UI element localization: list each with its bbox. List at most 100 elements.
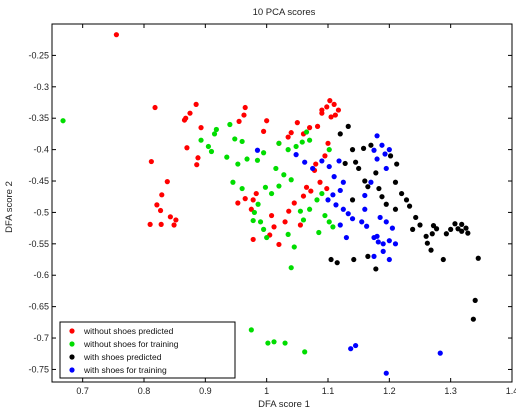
data-point (326, 147, 332, 153)
data-point (392, 206, 399, 212)
data-point (440, 256, 446, 263)
data-point (374, 156, 380, 162)
data-point (251, 209, 257, 216)
legend-marker (69, 354, 75, 360)
data-point (265, 340, 271, 346)
data-point (193, 101, 199, 107)
data-point (353, 342, 359, 349)
legend-marker (69, 328, 75, 334)
data-point (403, 197, 410, 203)
data-point (293, 143, 299, 150)
data-point (317, 179, 323, 185)
data-point (340, 179, 346, 185)
x-tick-label: 0.9 (199, 386, 212, 396)
data-point (324, 104, 330, 110)
data-point (465, 230, 471, 236)
data-point (382, 151, 388, 157)
legend-label: with shoes predicted (83, 352, 162, 362)
data-point (250, 197, 256, 203)
y-tick-label: -0.25 (28, 50, 49, 60)
data-point (261, 150, 267, 156)
data-point (113, 32, 119, 38)
data-point (268, 190, 275, 197)
data-point (208, 148, 215, 155)
data-point (173, 217, 179, 223)
data-point (383, 165, 389, 172)
data-point (374, 233, 380, 239)
data-points (60, 32, 481, 376)
data-point (443, 231, 449, 237)
data-point (455, 226, 461, 232)
data-point (373, 266, 379, 272)
data-point (330, 224, 336, 230)
data-point (437, 350, 443, 356)
data-point (433, 226, 440, 232)
data-point (303, 184, 310, 190)
data-point (248, 327, 254, 333)
data-point (349, 147, 356, 153)
y-axis-title: DFA score 2 (4, 181, 15, 233)
data-point (386, 256, 392, 263)
y-tick-label: -0.6 (33, 270, 49, 280)
data-point (198, 125, 204, 131)
data-point (230, 179, 236, 185)
data-point (331, 101, 337, 107)
data-point (276, 140, 282, 146)
legend-marker (69, 367, 75, 373)
data-point (324, 185, 330, 192)
data-point (286, 208, 292, 214)
data-point (345, 123, 351, 129)
data-point (276, 241, 282, 248)
data-point (365, 253, 371, 259)
series-0 (113, 32, 342, 248)
series-2 (328, 123, 481, 322)
data-point (387, 153, 394, 159)
data-point (429, 231, 435, 237)
data-point (253, 190, 259, 197)
data-point (328, 256, 334, 263)
data-point (383, 201, 389, 207)
data-point (348, 346, 354, 352)
data-point (285, 231, 291, 238)
data-point (472, 297, 478, 303)
data-point (239, 185, 245, 192)
x-tick-label: 0.8 (138, 386, 151, 396)
data-point (349, 197, 356, 203)
data-point (60, 118, 66, 124)
data-point (343, 234, 349, 241)
data-point (264, 234, 270, 241)
data-point (332, 112, 338, 118)
data-point (241, 112, 247, 118)
data-point (297, 222, 303, 228)
legend: without shoes predicted without shoes for… (59, 321, 236, 379)
data-point (261, 226, 267, 232)
legend-label: without shoes predicted (83, 326, 174, 336)
data-point (195, 155, 201, 161)
x-tick-label: 1.1 (322, 386, 335, 396)
data-point (383, 219, 389, 225)
data-point (171, 222, 177, 228)
data-point (335, 107, 342, 113)
data-point (227, 121, 233, 128)
y-tick-label: -0.35 (28, 113, 49, 123)
data-point (242, 104, 248, 111)
data-point (239, 138, 245, 145)
data-point (294, 120, 300, 126)
data-point (319, 190, 325, 197)
data-point (389, 225, 395, 231)
data-point (359, 219, 365, 225)
data-point (310, 165, 316, 172)
data-point (362, 178, 368, 184)
data-point (379, 142, 385, 148)
data-point (147, 221, 153, 227)
data-point (336, 158, 342, 164)
data-point (334, 260, 340, 266)
data-point (299, 139, 305, 145)
series-3 (254, 133, 443, 376)
data-point (322, 212, 328, 219)
x-tick-label: 1.3 (444, 386, 457, 396)
data-point (325, 197, 331, 203)
data-point (413, 214, 419, 221)
y-tick-label: -0.5 (33, 207, 49, 217)
